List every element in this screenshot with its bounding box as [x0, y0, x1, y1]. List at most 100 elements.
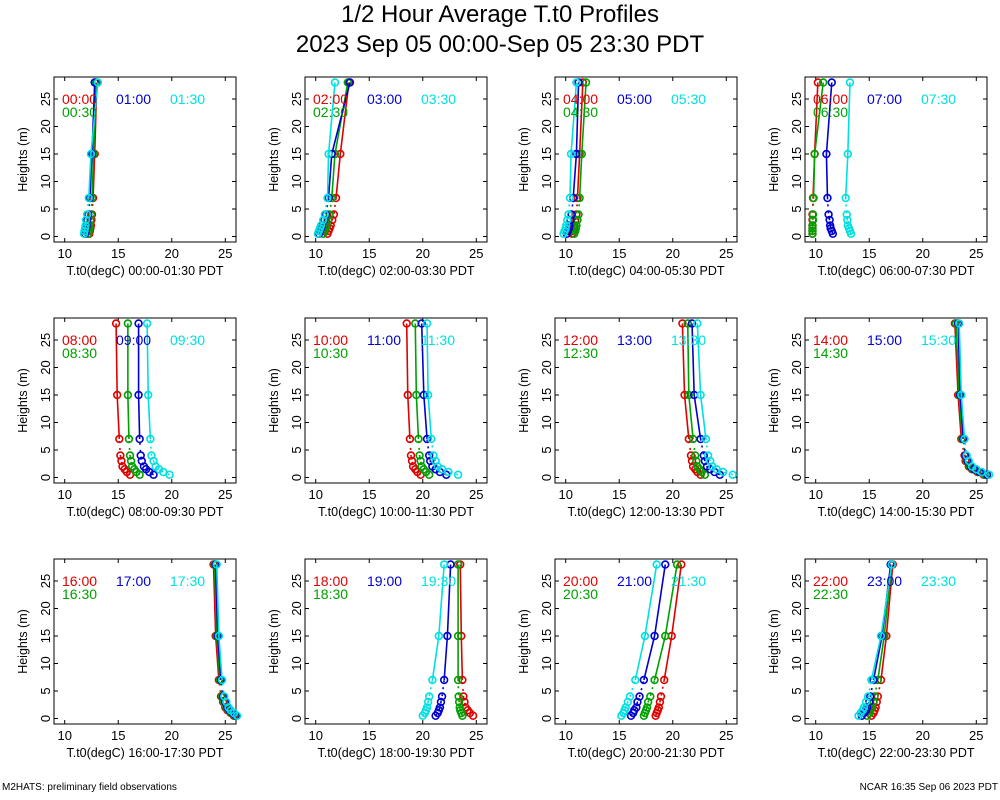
data-point [217, 675, 227, 685]
data-point [134, 390, 143, 400]
data-point [125, 451, 135, 460]
y-tick-label: 25 [539, 333, 554, 347]
series-line-dotted [861, 679, 875, 717]
series-0530 [559, 78, 581, 238]
data-point [962, 451, 971, 460]
data-point [808, 210, 818, 219]
y-axis-label: Heights (m) [767, 127, 781, 192]
data-point [327, 193, 336, 203]
data-point [455, 703, 464, 712]
legend-label: 09:00 [116, 332, 151, 348]
series-line-dotted [705, 438, 733, 476]
x-tick-label: 25 [469, 487, 483, 502]
y-tick-label: 20 [539, 119, 554, 133]
series-1330 [693, 319, 737, 479]
legend-label: 05:00 [617, 91, 652, 107]
legend-label: 21:00 [617, 573, 652, 589]
y-tick-label: 0 [289, 715, 304, 722]
data-point [842, 210, 851, 219]
series-line [663, 564, 683, 681]
data-point [422, 319, 432, 328]
data-point [566, 149, 576, 159]
y-tick-label: 20 [539, 360, 554, 374]
series-line-dotted [620, 679, 637, 717]
y-tick-label: 10 [38, 415, 53, 429]
series-line [696, 323, 707, 440]
x-tick-label: 20 [416, 246, 430, 261]
series-2330 [854, 560, 896, 720]
y-axis-label: Heights (m) [267, 368, 281, 433]
series-line [880, 564, 894, 681]
x-tick-label: 15 [612, 487, 626, 502]
data-point [117, 456, 126, 466]
data-point [863, 692, 873, 701]
legend-label: 08:00 [62, 332, 97, 348]
data-point [434, 631, 444, 641]
plot-frame [554, 76, 738, 243]
series-1530 [954, 319, 994, 479]
data-point [654, 703, 664, 712]
x-tick-label: 25 [969, 246, 983, 261]
series-line-dotted [699, 438, 721, 476]
data-point [408, 462, 418, 471]
x-tick-label: 25 [969, 728, 983, 743]
legend-label: 00:00 [62, 91, 97, 107]
x-axis-label: T.t0(degC) 06:00-07:30 PDT [817, 264, 974, 278]
data-point [417, 319, 426, 328]
data-point [427, 434, 436, 444]
data-point [134, 319, 143, 328]
data-point [696, 390, 705, 400]
data-point [454, 697, 464, 707]
series-line-dotted [118, 438, 131, 476]
series-line [691, 323, 702, 440]
y-tick-label: 5 [289, 687, 304, 694]
data-point [699, 451, 709, 460]
x-tick-label: 25 [218, 487, 232, 502]
series-1830 [453, 560, 467, 720]
plot-frame [804, 76, 988, 243]
legend-label: 17:30 [170, 573, 205, 589]
data-point [650, 631, 659, 641]
x-tick-label: 15 [111, 487, 125, 502]
data-point [684, 434, 694, 444]
x-axis-label: T.t0(degC) 16:00-17:30 PDT [66, 746, 223, 760]
series-line [405, 323, 411, 440]
data-point [458, 675, 467, 685]
series-line-dotted [630, 679, 645, 717]
panel-11: 10 15 20 25 0 5 10 15 20 25 T.t0(degC) 20:00-21:30… [517, 558, 738, 760]
y-tick-label: 0 [539, 233, 554, 240]
series-2030 [639, 560, 682, 720]
y-tick-label: 25 [289, 92, 304, 106]
data-point [876, 631, 886, 641]
y-tick-label: 15 [38, 388, 53, 402]
data-point [652, 560, 661, 569]
data-point [86, 210, 96, 219]
legend-label: 12:00 [563, 332, 598, 348]
series-line-dotted [963, 438, 990, 476]
data-point [417, 462, 426, 471]
data-point [453, 470, 463, 479]
y-axis-label: Heights (m) [16, 609, 30, 674]
plot-frame [304, 317, 488, 484]
data-point [577, 149, 586, 159]
series-0130 [79, 78, 103, 238]
y-tick-label: 10 [789, 656, 804, 670]
data-point [424, 692, 434, 701]
data-point [137, 456, 146, 466]
x-axis-label: T.t0(degC) 08:00-09:30 PDT [66, 505, 223, 519]
data-point [220, 692, 229, 701]
y-tick-label: 10 [38, 656, 53, 670]
series-0800 [111, 319, 135, 479]
x-tick-label: 10 [308, 728, 322, 743]
data-point [646, 692, 655, 701]
footer-timestamp: NCAR 16:35 Sep 06 2023 PDT [859, 782, 998, 793]
panel-5: 10 15 20 25 0 5 10 15 20 25 T.t0(degC) 08:00-09:30… [16, 317, 237, 519]
x-tick-label: 15 [612, 246, 626, 261]
panel-9: 10 15 20 25 0 5 10 15 20 25 T.t0(degC) 16:00-17:30… [16, 558, 242, 760]
chart-title: 1/2 Hour Average T.t0 Profiles [341, 1, 659, 28]
plot-frame [304, 558, 488, 725]
x-tick-label: 10 [808, 728, 822, 743]
data-point [572, 78, 581, 87]
series-line [955, 323, 964, 440]
series-1730 [212, 560, 242, 720]
